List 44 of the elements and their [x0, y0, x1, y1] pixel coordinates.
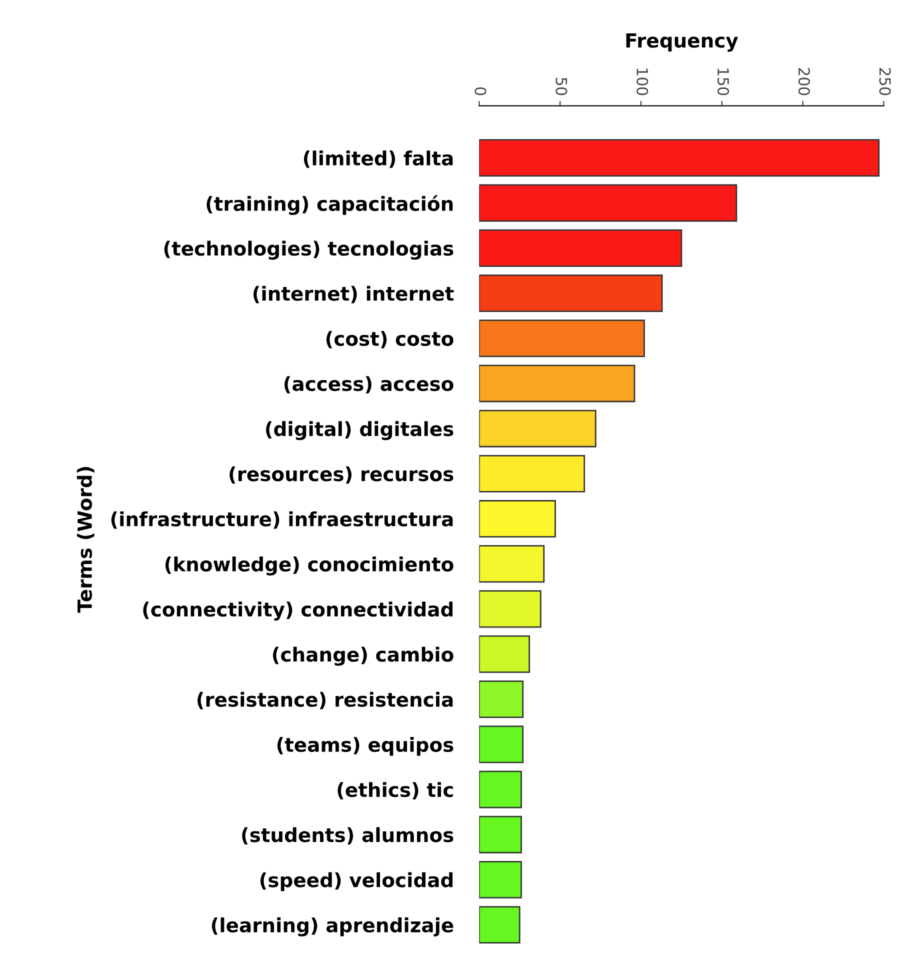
y-tick-label: (resistance) resistencia [198, 692, 453, 710]
y-tick-label: (change) cambio [273, 646, 454, 666]
bar [479, 184, 738, 222]
bar [479, 545, 545, 583]
x-tick-label: 250 [879, 68, 891, 96]
bar [479, 274, 663, 312]
bar [479, 229, 682, 267]
y-tick-label: (resources) recursos [230, 466, 454, 484]
bar [479, 364, 636, 402]
bar [479, 726, 524, 764]
bar [479, 320, 645, 358]
bar [479, 590, 542, 628]
x-tick-label: 150 [717, 68, 730, 96]
y-tick-label: (internet) internet [253, 286, 454, 304]
y-tick-label: (training) capacitación [206, 195, 453, 215]
x-tick-label: 100 [636, 68, 648, 96]
y-tick-label: (access) acceso [284, 376, 454, 394]
y-tick-label: (digital) digitales [266, 421, 454, 440]
y-tick-label: (cost) costo [326, 330, 454, 348]
y-tick-label: (infrastructure) infraestructura [111, 511, 453, 529]
x-axis-title: Frequency [626, 33, 738, 52]
bar [479, 906, 520, 944]
y-tick-label: (limited) falta [304, 150, 453, 168]
x-tick-label: 200 [798, 68, 810, 96]
bar [479, 139, 880, 177]
y-axis-title: Terms (Word) [76, 467, 94, 613]
y-tick-label: (technologies) tecnologias [164, 240, 454, 260]
bar [479, 770, 522, 808]
y-tick-label: (knowledge) conocimiento [165, 556, 454, 576]
x-tick-label: 50 [556, 78, 568, 96]
y-tick-label: (connectivity) connectividad [143, 602, 453, 621]
y-tick-label: (learning) aprendizaje [212, 917, 454, 936]
x-tick-label: 0 [474, 87, 486, 96]
y-tick-label: (ethics) tic [338, 782, 453, 800]
bar [479, 410, 596, 448]
bar [479, 454, 586, 492]
y-tick-label: (speed) velocidad [260, 872, 453, 892]
bar [479, 860, 522, 898]
bar [479, 635, 530, 673]
bar [479, 816, 522, 854]
y-tick-label: (students) alumnos [242, 827, 454, 845]
bar [479, 500, 556, 538]
bar [479, 680, 524, 718]
y-tick-label: (teams) equipos [277, 736, 454, 756]
